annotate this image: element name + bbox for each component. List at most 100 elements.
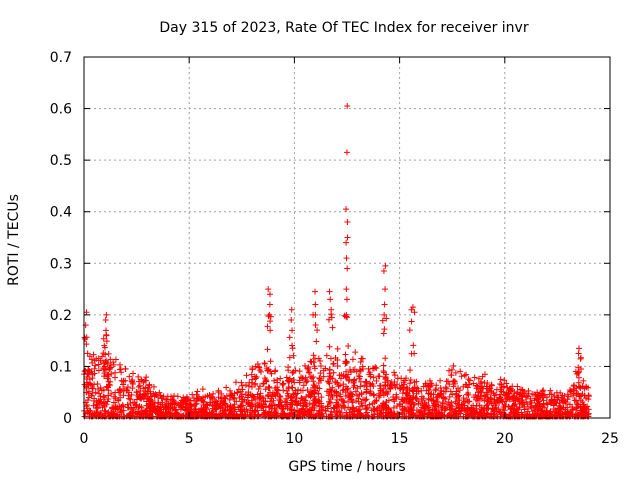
data-point: [98, 387, 105, 394]
data-point: [332, 355, 339, 362]
data-point: [306, 369, 313, 376]
data-point: [326, 398, 333, 405]
data-point: [370, 383, 377, 390]
data-point: [256, 367, 263, 374]
data-point: [327, 374, 334, 381]
data-point: [481, 392, 488, 399]
data-point: [556, 403, 563, 410]
data-point: [103, 311, 110, 318]
data-point: [222, 406, 229, 413]
data-point: [327, 386, 334, 393]
data-point: [83, 403, 90, 410]
data-point: [138, 377, 145, 384]
data-point: [318, 394, 325, 401]
data-point: [238, 398, 245, 405]
data-point: [488, 411, 495, 418]
data-point: [185, 406, 192, 413]
data-point: [449, 391, 456, 398]
data-point: [315, 390, 322, 397]
data-point: [227, 387, 234, 394]
data-point: [99, 404, 106, 411]
data-point: [296, 377, 303, 384]
data-point: [485, 405, 492, 412]
data-point: [422, 400, 429, 407]
data-point: [103, 331, 110, 338]
data-point: [514, 389, 521, 396]
data-point: [512, 412, 519, 419]
data-point: [120, 403, 127, 410]
data-point: [507, 385, 514, 392]
data-point: [310, 352, 317, 359]
data-point: [352, 349, 359, 356]
data-point: [84, 409, 91, 416]
data-point: [317, 357, 324, 364]
data-point: [260, 380, 267, 387]
data-point: [425, 412, 432, 419]
data-point: [448, 372, 455, 379]
data-point: [564, 391, 571, 398]
data-point: [156, 389, 163, 396]
data-point: [312, 384, 319, 391]
data-point: [399, 406, 406, 413]
data-point: [105, 350, 112, 357]
data-point: [253, 373, 260, 380]
data-point: [290, 368, 297, 375]
data-point: [380, 362, 387, 369]
data-point: [379, 317, 386, 324]
data-point: [100, 400, 107, 407]
data-point: [551, 392, 558, 399]
data-point: [316, 375, 323, 382]
data-point: [337, 409, 344, 416]
data-point: [82, 335, 89, 342]
data-point: [129, 380, 136, 387]
data-point: [359, 355, 366, 362]
data-point: [232, 406, 239, 413]
data-point: [111, 393, 118, 400]
data-point: [465, 376, 472, 383]
data-point: [105, 387, 112, 394]
data-point: [539, 392, 546, 399]
data-point: [271, 402, 278, 409]
data-point: [274, 379, 281, 386]
data-point: [122, 365, 129, 372]
data-point: [301, 399, 308, 406]
data-point: [133, 396, 140, 403]
data-point: [288, 407, 295, 414]
y-tick-label: 0.3: [50, 256, 72, 272]
data-point: [473, 402, 480, 409]
data-point: [443, 401, 450, 408]
data-point: [129, 377, 136, 384]
data-point: [456, 404, 463, 411]
data-point: [221, 400, 228, 407]
data-point: [103, 338, 110, 345]
data-point: [144, 395, 151, 402]
data-point: [322, 407, 329, 414]
data-point: [138, 404, 145, 411]
data-point: [312, 321, 319, 328]
data-point: [343, 206, 350, 213]
data-point: [91, 395, 98, 402]
data-point: [207, 399, 214, 406]
data-point: [311, 355, 318, 362]
x-tick-label: 10: [285, 431, 303, 447]
data-point: [326, 343, 333, 350]
data-point: [269, 412, 276, 419]
data-point: [101, 394, 108, 401]
data-point: [350, 366, 357, 373]
data-point: [340, 372, 347, 379]
data-point: [344, 102, 351, 109]
data-point: [349, 356, 356, 363]
data-point: [578, 366, 585, 373]
data-point: [283, 401, 290, 408]
data-point: [333, 392, 340, 399]
data-point: [100, 335, 107, 342]
data-point: [450, 362, 457, 369]
data-point: [275, 387, 282, 394]
data-point: [171, 399, 178, 406]
data-point: [485, 396, 492, 403]
data-points: [81, 102, 592, 420]
data-point: [307, 388, 314, 395]
data-point: [101, 373, 108, 380]
data-point: [271, 377, 278, 384]
data-point: [107, 365, 114, 372]
